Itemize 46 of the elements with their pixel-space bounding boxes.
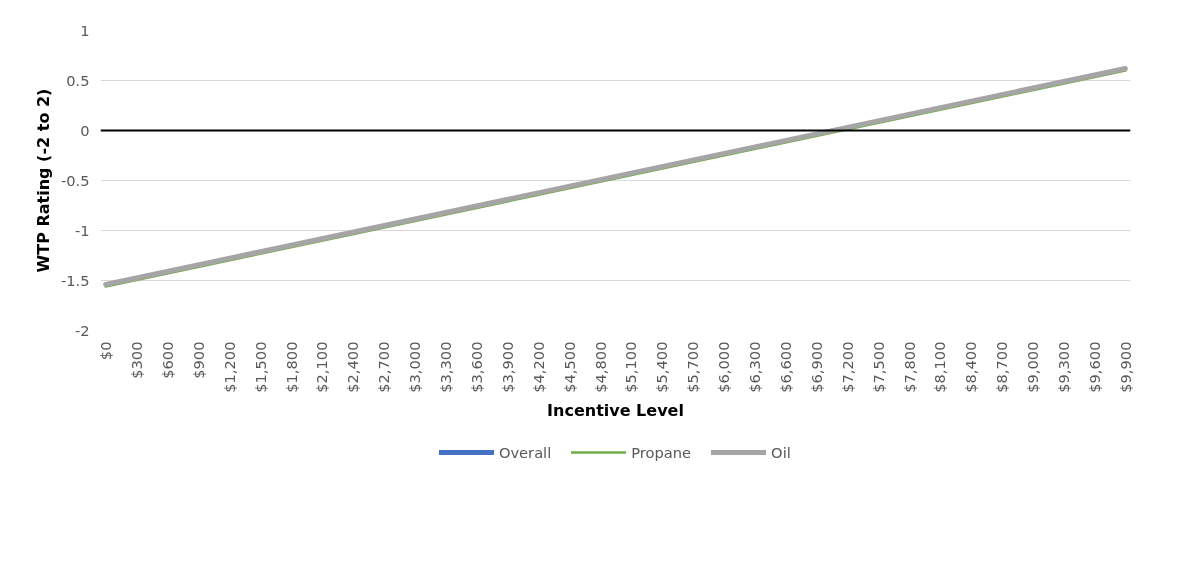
y-axis-title: WTP Rating (-2 to 2) [33, 88, 53, 273]
x-tick-label: $9,900 [1116, 341, 1134, 393]
x-tick-label: $2,400 [344, 341, 362, 393]
y-tick-label: -2 [74, 321, 90, 339]
x-tick-label: $900 [189, 341, 207, 379]
x-tick-label: $6,600 [776, 341, 794, 393]
x-tick-label: $1,500 [251, 341, 269, 393]
y-tick-label: 1 [80, 21, 90, 39]
x-tick-label: $6,300 [746, 341, 764, 393]
x-tick-label: $7,800 [900, 341, 918, 393]
x-tick-label: $3,900 [498, 341, 516, 393]
x-tick-label: $6,000 [715, 341, 733, 393]
x-tick-label: $9,600 [1085, 341, 1103, 393]
x-tick-label: $1,800 [282, 341, 300, 393]
x-tick-label: $9,000 [1024, 341, 1042, 393]
y-tick-label: 0.5 [66, 71, 90, 89]
x-tick-label: $7,500 [869, 341, 887, 393]
x-tick-label: $3,300 [437, 341, 455, 393]
y-tick-label: -1 [74, 221, 90, 239]
x-tick-label: $7,200 [838, 341, 856, 393]
x-tick-label: $3,000 [406, 341, 424, 393]
x-tick-label: $4,800 [591, 341, 609, 393]
x-tick-label: $6,900 [807, 341, 825, 393]
y-tick-label: -1.5 [60, 271, 90, 289]
x-tick-label: $8,100 [931, 341, 949, 393]
legend-label: Overall [498, 443, 552, 461]
legend-label: Propane [631, 443, 692, 461]
y-tick-label: -0.5 [60, 171, 90, 189]
x-tick-label: $3,600 [467, 341, 485, 393]
y-tick-label: 0 [80, 121, 90, 139]
x-tick-label: $5,100 [622, 341, 640, 393]
x-tick-label: $2,100 [313, 341, 331, 393]
x-tick-label: $1,200 [220, 341, 238, 393]
x-tick-label: $300 [128, 341, 146, 379]
x-tick-label: $4,500 [560, 341, 578, 393]
x-tick-label: $2,700 [375, 341, 393, 393]
legend-label: Oil [771, 443, 792, 461]
x-tick-label: $8,400 [962, 341, 980, 393]
x-tick-label: $4,200 [529, 341, 547, 393]
x-tick-label: $600 [158, 341, 176, 379]
x-tick-label: $8,700 [993, 341, 1011, 393]
x-axis-title: Incentive Level [547, 400, 684, 420]
x-tick-label: $5,700 [684, 341, 702, 393]
x-tick-label: $9,300 [1055, 341, 1073, 393]
x-tick-label: $0 [97, 341, 115, 361]
x-tick-label: $5,400 [653, 341, 671, 393]
